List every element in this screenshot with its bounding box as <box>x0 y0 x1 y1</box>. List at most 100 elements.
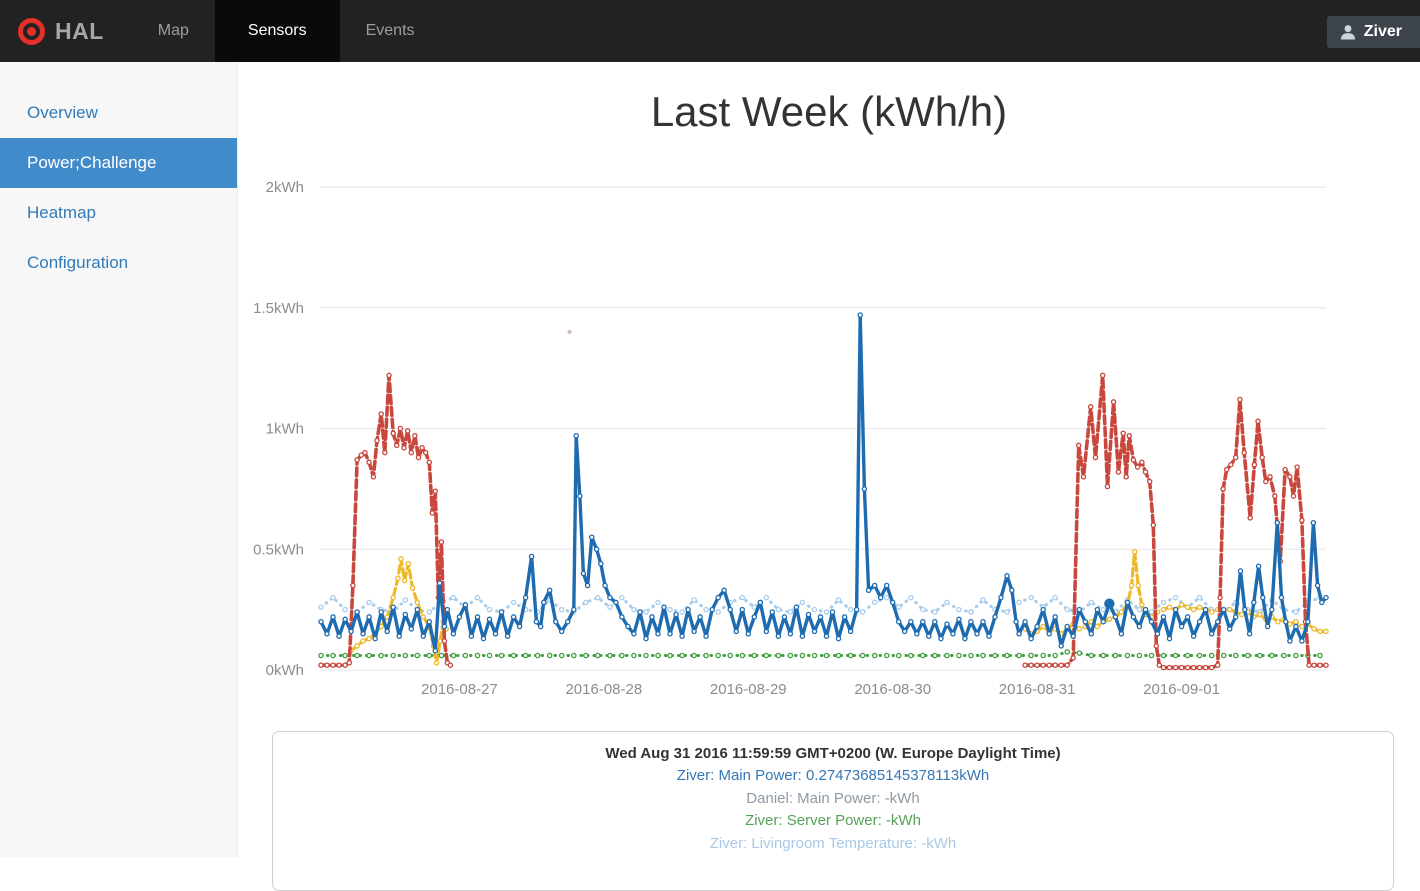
series-marker-ziver-livingroom-temperature <box>932 609 938 615</box>
series-marker-ziver-livingroom-temperature <box>871 599 878 606</box>
series-marker-unlabeled-yellow- <box>1287 621 1293 627</box>
sidebar-item-overview[interactable]: Overview <box>27 103 98 122</box>
brand-target-icon <box>18 17 45 45</box>
series-marker-unlabeled-yellow- <box>390 594 396 601</box>
series-marker-ziver-main-power <box>571 606 577 613</box>
chart-plot-area[interactable]: 0kWh 0.5kWh 1kWh 1.5kWh 2kWh 2016-08-27 2016-0… <box>238 170 1420 715</box>
series-marker-ziver-main-power <box>492 631 499 637</box>
series-marker-ziver-server-power <box>402 652 409 659</box>
series-marker-ziver-livingroom-temperature <box>739 594 746 601</box>
series-marker-ziver-server-power <box>643 652 649 659</box>
series-marker-ziver-main-power <box>432 647 439 654</box>
series-marker-unlabeled-yellow- <box>1128 582 1135 589</box>
series-marker-ziver-server-power <box>715 652 721 659</box>
series-marker-daniel-main-power <box>1172 664 1179 671</box>
series-marker-daniel-main-power <box>346 660 353 666</box>
series-marker-ziver-livingroom-temperature <box>811 606 818 613</box>
series-marker-unlabeled-yellow- <box>409 585 416 591</box>
series-marker-ziver-livingroom-temperature <box>944 599 950 606</box>
series-marker-daniel-main-power <box>394 442 400 449</box>
series-marker-ziver-main-power <box>697 614 703 620</box>
series-marker-ziver-main-power <box>1022 618 1028 625</box>
series-marker-ziver-livingroom-temperature <box>643 609 649 615</box>
series-marker-ziver-main-power <box>1028 635 1034 642</box>
series-marker-daniel-main-power <box>374 437 380 444</box>
series-marker-ziver-main-power <box>1166 635 1173 642</box>
series-marker-ziver-livingroom-temperature <box>980 597 986 603</box>
series-marker-ziver-main-power <box>757 599 764 606</box>
nav-item-map[interactable]: Map <box>157 22 189 39</box>
series-marker-ziver-main-power <box>1178 623 1185 630</box>
series-marker-ziver-server-power <box>1040 652 1046 659</box>
series-marker-ziver-livingroom-temperature <box>619 594 625 601</box>
series-marker-ziver-main-power <box>829 609 836 615</box>
series-marker-ziver-livingroom-temperature <box>1088 599 1095 606</box>
series-marker-ziver-main-power <box>861 486 868 492</box>
stray-data-point <box>567 329 572 334</box>
series-marker-daniel-main-power <box>1290 493 1297 499</box>
tooltip-line-ziver-main-power: Ziver: Main Power: 0.27473685145378113kW… <box>676 767 990 784</box>
series-marker-ziver-livingroom-temperature <box>883 594 890 601</box>
series-marker-ziver-livingroom-temperature <box>450 594 457 601</box>
series-marker-unlabeled-yellow- <box>395 575 401 581</box>
sidebar-item-configuration[interactable]: Configuration <box>27 253 129 272</box>
series-marker-ziver-main-power <box>1305 618 1311 625</box>
series-marker-ziver-server-power <box>895 652 902 659</box>
y-axis-tick-label: 0kWh <box>266 662 304 679</box>
series-marker-ziver-main-power <box>402 611 409 618</box>
series-marker-daniel-main-power <box>1166 664 1173 671</box>
series-marker-ziver-main-power <box>1251 599 1257 606</box>
navbar-menu: Map Sensors Events <box>132 0 441 62</box>
series-marker-ziver-server-power <box>1052 652 1058 659</box>
series-marker-daniel-main-power <box>1255 418 1261 425</box>
series-marker-ziver-main-power <box>573 432 579 439</box>
brand[interactable]: HAL <box>0 0 132 62</box>
series-marker-daniel-main-power <box>1115 469 1122 475</box>
series-marker-ziver-server-power <box>739 652 746 659</box>
series-marker-daniel-main-power <box>1317 662 1323 668</box>
series-marker-daniel-main-power <box>1263 478 1269 485</box>
series-marker-ziver-server-power <box>498 652 505 659</box>
series-marker-daniel-main-power <box>1092 454 1099 461</box>
series-marker-ziver-main-power <box>901 628 908 635</box>
series-marker-unlabeled-yellow- <box>366 635 372 642</box>
series-marker-ziver-livingroom-temperature <box>847 606 854 613</box>
user-menu[interactable]: Ziver <box>1326 16 1420 48</box>
series-marker-ziver-main-power <box>853 606 860 613</box>
series-marker-ziver-main-power <box>637 609 643 615</box>
series-marker-ziver-main-power <box>474 614 481 620</box>
series-marker-ziver-main-power <box>1124 599 1131 606</box>
series-marker-ziver-main-power <box>522 594 529 601</box>
series-marker-ziver-server-power <box>1136 652 1143 659</box>
series-marker-unlabeled-yellow- <box>414 599 421 606</box>
series-marker-ziver-server-power <box>1208 652 1215 659</box>
series-marker-ziver-livingroom-temperature <box>763 594 770 601</box>
series-marker-daniel-main-power <box>1099 372 1106 379</box>
series-marker-ziver-server-power <box>546 652 553 659</box>
series-marker-ziver-main-power <box>980 618 986 625</box>
nav-item-events[interactable]: Events <box>365 22 415 39</box>
series-marker-daniel-main-power <box>1022 662 1028 668</box>
series-marker-ziver-server-power <box>679 652 685 659</box>
sidebar-item-power-challenge[interactable]: Power;Challenge <box>0 138 237 188</box>
series-marker-unlabeled-yellow- <box>1257 611 1263 618</box>
sidebar-item-heatmap[interactable]: Heatmap <box>27 203 96 222</box>
series-marker-ziver-server-power <box>811 652 818 659</box>
series-marker-ziver-main-power <box>528 553 535 560</box>
series-marker-daniel-main-power <box>336 662 342 668</box>
series-marker-ziver-main-power <box>516 623 523 630</box>
series-marker-daniel-main-power <box>1087 404 1094 410</box>
nav-item-sensors[interactable]: Sensors <box>214 0 340 62</box>
series-marker-unlabeled-yellow- <box>1178 602 1185 608</box>
x-axis-tick-label: 2016-08-29 <box>710 681 787 698</box>
series-marker-ziver-main-power <box>679 633 685 639</box>
series-marker-daniel-main-power <box>318 662 324 668</box>
series-marker-ziver-main-power <box>721 587 727 594</box>
series-marker-ziver-main-power <box>564 618 571 625</box>
series-marker-ziver-main-power <box>462 602 469 608</box>
series-marker-unlabeled-yellow- <box>354 643 360 649</box>
series-marker-ziver-main-power <box>436 580 443 586</box>
series-marker-ziver-server-power <box>1245 652 1251 659</box>
series-marker-ziver-main-power <box>751 614 758 620</box>
series-marker-daniel-main-power <box>1196 664 1203 671</box>
